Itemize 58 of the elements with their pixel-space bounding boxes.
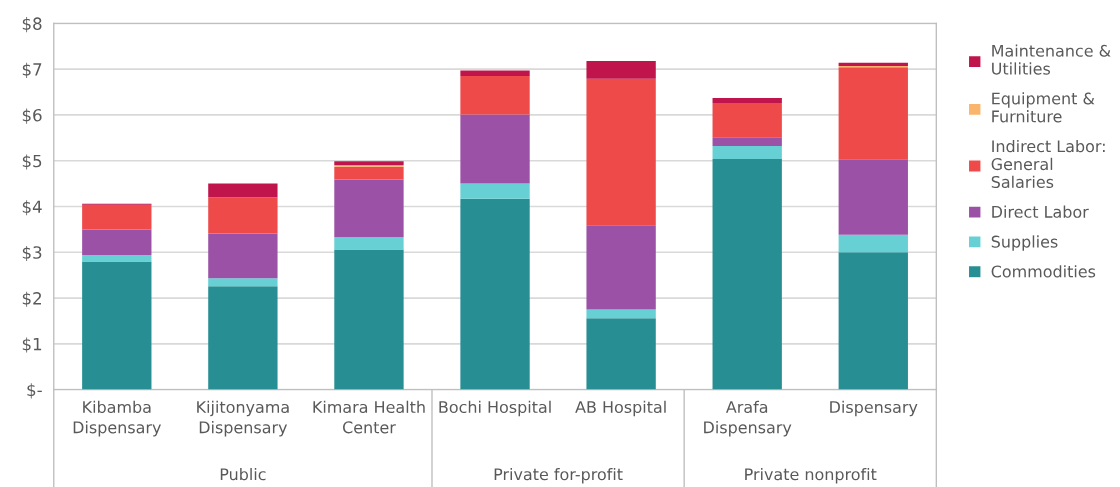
bar	[838, 252, 908, 390]
bar	[460, 70, 530, 77]
y-tick-label: $6	[22, 108, 42, 124]
bar	[712, 97, 782, 104]
bar	[586, 60, 656, 79]
bar	[460, 76, 530, 115]
legend-label: Direct Labor	[992, 205, 1089, 218]
x-tick-label: Arafa Dispensary	[704, 400, 792, 437]
legend-label: Equipment & Furniture	[992, 92, 1095, 123]
legend-label: Supplies	[991, 235, 1058, 251]
text: Public	[220, 467, 266, 481]
y-tick-label: $-	[27, 383, 42, 399]
legend-label: Indirect Labor: General Salaries	[991, 139, 1105, 189]
bar	[208, 286, 278, 390]
text: Private nonprofit	[745, 467, 877, 484]
bar	[334, 249, 404, 390]
x-tick-label: Bochi Hospital	[439, 400, 551, 417]
bar	[712, 158, 782, 390]
bar	[586, 225, 656, 310]
bar	[460, 183, 530, 199]
bar	[334, 161, 404, 166]
legend-label: Maintenance & Utilities	[992, 44, 1111, 75]
x-tick-label: Kibamba Dispensary	[73, 400, 161, 437]
bar	[334, 179, 404, 238]
bar	[586, 309, 656, 319]
bar	[712, 137, 782, 147]
y-tick-label: $4	[22, 200, 42, 216]
bar	[838, 234, 908, 253]
y-tick-label: $2	[22, 291, 41, 307]
x-tick-label: AB Hospital	[575, 400, 666, 417]
legend-label: Commodities	[991, 265, 1096, 278]
bar	[838, 67, 908, 160]
bar	[208, 197, 278, 234]
bar	[712, 103, 782, 138]
bar	[586, 318, 656, 390]
bar	[460, 114, 530, 184]
bar	[82, 204, 152, 230]
text: Private for-profit	[494, 467, 623, 484]
bar	[82, 261, 152, 390]
x-tick-label: Kimara Health Center	[313, 400, 425, 434]
bar	[712, 146, 782, 159]
bar	[838, 159, 908, 235]
y-tick-label: $8	[22, 17, 42, 33]
y-tick-label: $3	[22, 245, 42, 262]
bar	[208, 278, 278, 287]
bar	[460, 198, 530, 390]
bar	[208, 183, 278, 198]
bar	[208, 233, 278, 279]
y-tick-label: $1	[22, 337, 42, 353]
x-tick-label: Dispensary	[830, 400, 918, 417]
bar	[82, 229, 152, 256]
bar	[334, 237, 404, 250]
y-tick-label: $7	[22, 62, 42, 78]
y-tick-label: $5	[22, 154, 42, 170]
x-tick-label: Kijitonyama Dispensary	[197, 400, 289, 437]
bar	[586, 78, 656, 226]
bar	[334, 166, 404, 180]
bar	[82, 255, 152, 262]
